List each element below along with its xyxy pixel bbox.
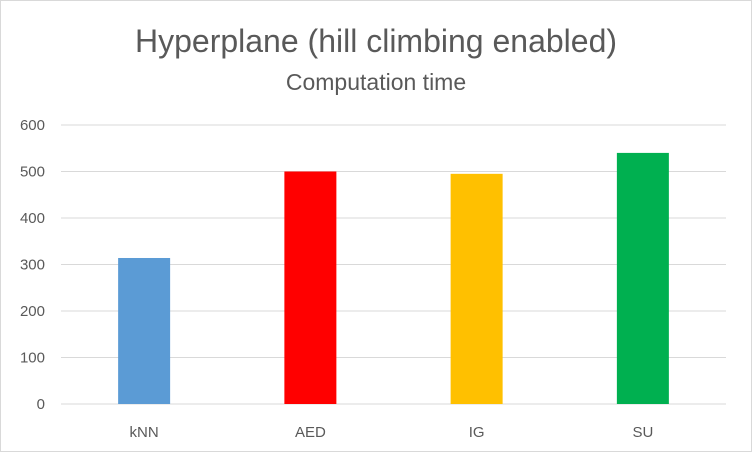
y-tick-label: 100 — [20, 350, 45, 367]
bar-su — [616, 152, 669, 404]
bars — [118, 152, 669, 404]
y-tick-label: 500 — [20, 164, 45, 181]
x-tick-label: SU — [632, 424, 653, 441]
x-axis-ticks: kNN AED IG SU — [130, 424, 654, 441]
y-axis-ticks: 0 100 200 300 400 500 600 — [20, 117, 45, 413]
x-tick-label: AED — [295, 424, 326, 441]
y-tick-label: 400 — [20, 210, 45, 227]
x-tick-label: kNN — [130, 424, 159, 441]
y-tick-label: 0 — [37, 396, 45, 413]
y-tick-label: 200 — [20, 303, 45, 320]
gridlines — [61, 124, 726, 405]
y-tick-label: 600 — [20, 117, 45, 134]
x-tick-label: IG — [469, 424, 485, 441]
bar-knn — [118, 257, 171, 404]
y-tick-label: 300 — [20, 257, 45, 274]
chart-title: Hyperplane (hill climbing enabled) — [134, 23, 618, 59]
bar-aed — [284, 171, 337, 404]
chart-subtitle: Computation time — [285, 69, 467, 95]
bar-ig — [450, 173, 503, 404]
